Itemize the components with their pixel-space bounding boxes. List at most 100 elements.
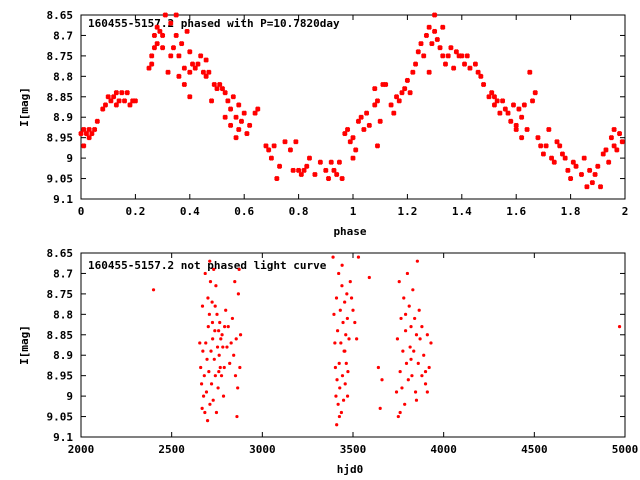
data-point — [467, 65, 473, 71]
data-point — [415, 259, 419, 263]
data-point — [176, 53, 182, 59]
data-point — [287, 147, 294, 153]
phased-x-tick-label: 1.4 — [452, 205, 472, 218]
data-point — [337, 414, 341, 419]
data-point — [146, 65, 152, 71]
unphased-x-tick-label: 3500 — [340, 443, 367, 456]
phased-y-tick-label: 8.8 — [53, 70, 73, 83]
data-point — [222, 90, 228, 96]
data-point — [417, 308, 421, 312]
data-point — [215, 312, 219, 316]
data-point — [233, 374, 238, 378]
phased-y-tick-label: 8.7 — [53, 29, 73, 42]
data-point — [394, 390, 399, 394]
data-point — [617, 325, 622, 329]
data-point — [346, 369, 350, 374]
data-point — [499, 98, 506, 104]
unphased-x-tick-label: 3000 — [249, 443, 276, 456]
data-point — [189, 61, 196, 67]
data-point — [380, 81, 386, 88]
data-point — [218, 320, 222, 325]
data-point — [159, 32, 166, 39]
data-point — [472, 61, 479, 67]
data-point — [440, 53, 446, 59]
data-point — [201, 349, 205, 353]
data-point — [214, 410, 219, 415]
data-point — [149, 61, 155, 67]
data-point — [548, 155, 555, 161]
data-point — [340, 374, 345, 378]
data-point — [521, 102, 527, 108]
unphased-light-curve-panel: 160455-5157.2 not phased light curve hjd… — [18, 247, 638, 476]
data-point — [207, 369, 211, 374]
data-point — [355, 337, 359, 341]
data-point — [209, 349, 213, 353]
data-point — [209, 382, 214, 386]
data-point — [238, 333, 243, 337]
data-point — [274, 175, 280, 182]
data-point — [524, 126, 530, 133]
unphased-ticks: 2000 2500 3000 3500 4000 4500 5000 8.65 8.7 8.75 8… — [47, 247, 639, 456]
data-point — [184, 28, 190, 34]
phased-x-axis-label: phase — [333, 225, 366, 238]
data-point — [224, 308, 228, 312]
data-point — [513, 126, 519, 133]
data-point — [403, 312, 408, 316]
data-point — [154, 40, 160, 47]
data-point — [619, 139, 625, 145]
data-point — [339, 175, 345, 182]
data-point — [219, 337, 223, 341]
data-point — [220, 333, 224, 337]
data-point — [210, 320, 215, 325]
data-point — [331, 167, 337, 174]
data-point — [347, 139, 353, 145]
data-point — [215, 345, 220, 349]
unphased-x-axis-label: hjd0 — [337, 463, 364, 476]
data-point — [207, 312, 211, 316]
data-point — [130, 98, 136, 104]
data-point — [217, 329, 221, 333]
data-point — [165, 69, 171, 75]
phased-x-tick-label: 0.4 — [180, 205, 200, 218]
data-point — [208, 98, 215, 104]
data-point — [312, 171, 318, 178]
phased-y-tick-label: 9.1 — [53, 193, 73, 206]
data-point — [343, 382, 347, 386]
data-point — [410, 69, 416, 75]
data-point — [334, 394, 338, 398]
data-point — [398, 410, 402, 415]
unphased-y-tick-label: 8.7 — [53, 267, 73, 280]
data-point — [187, 49, 193, 55]
data-point — [306, 155, 313, 161]
data-point — [236, 292, 240, 296]
data-point — [434, 36, 440, 43]
data-point — [611, 143, 617, 149]
data-point — [230, 316, 235, 321]
data-point — [154, 24, 160, 30]
data-point — [338, 386, 342, 390]
data-point — [374, 143, 381, 149]
data-point — [290, 167, 296, 174]
data-point — [214, 85, 220, 92]
data-point — [113, 102, 119, 108]
data-point — [461, 61, 468, 67]
data-point — [535, 135, 541, 141]
phased-x-tick-label: 1 — [350, 205, 357, 218]
data-point — [227, 106, 234, 112]
data-point — [271, 143, 277, 149]
data-point — [206, 69, 212, 75]
data-point — [234, 337, 238, 341]
data-point — [213, 374, 217, 378]
data-point — [339, 410, 343, 415]
data-point — [181, 81, 187, 88]
data-point — [102, 102, 109, 108]
data-point — [173, 32, 179, 39]
data-point — [480, 81, 487, 88]
data-point — [233, 135, 239, 141]
unphased-chart-title: 160455-5157.2 not phased light curve — [88, 259, 327, 272]
data-point — [420, 325, 424, 329]
unphased-y-tick-label: 8.65 — [47, 247, 74, 260]
data-point — [437, 45, 443, 51]
data-point — [335, 423, 339, 427]
data-point — [342, 130, 348, 137]
